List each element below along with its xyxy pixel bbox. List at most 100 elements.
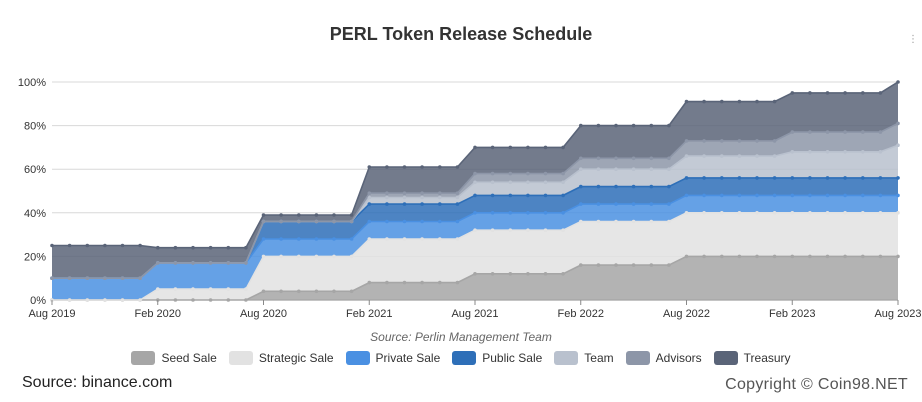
data-point-private-sale — [402, 219, 407, 224]
data-point-treasury — [861, 91, 865, 95]
data-point-strategic-sale — [667, 219, 671, 224]
legend-swatch — [228, 351, 253, 365]
data-point-seed-sale — [314, 289, 319, 294]
data-point-public-sale — [737, 176, 742, 180]
series-area-public-sale — [52, 177, 898, 279]
data-point-private-sale — [473, 211, 477, 215]
data-point-strategic-sale — [297, 254, 301, 259]
data-point-seed-sale — [684, 254, 689, 259]
data-point-public-sale — [631, 184, 636, 189]
legend-item[interactable]: Public Sale — [452, 351, 542, 365]
data-point-team — [402, 195, 407, 200]
legend-item[interactable]: Advisors — [625, 351, 702, 365]
legend-item[interactable]: Seed Sale — [131, 351, 217, 365]
data-point-private-sale — [667, 202, 671, 206]
legend-item[interactable]: Strategic Sale — [228, 351, 334, 365]
chart-title: PERL Token Release Schedule — [329, 24, 593, 44]
data-point-private-sale — [332, 237, 336, 241]
data-point-advisors — [473, 171, 477, 176]
data-point-seed-sale — [526, 272, 530, 276]
data-point-advisors — [173, 261, 178, 265]
data-point-team — [772, 154, 777, 158]
data-point-treasury — [173, 245, 178, 250]
data-point-private-sale — [843, 193, 847, 198]
data-point-advisors — [402, 191, 407, 195]
data-point-team — [455, 195, 460, 200]
data-point-seed-sale — [261, 289, 266, 294]
data-point-treasury — [67, 243, 72, 248]
data-point-team — [896, 143, 900, 147]
data-point-seed-sale — [367, 280, 372, 285]
data-point-treasury — [50, 243, 54, 248]
data-point-team — [473, 180, 477, 185]
data-point-treasury — [843, 91, 847, 95]
data-point-treasury — [402, 165, 407, 169]
data-point-public-sale — [702, 176, 706, 180]
data-point-private-sale — [702, 193, 706, 198]
data-point-strategic-sale — [526, 228, 530, 232]
data-point-strategic-sale — [896, 211, 900, 215]
data-point-strategic-sale — [332, 254, 336, 259]
x-tick-label: Aug 2019 — [28, 308, 75, 320]
y-tick-label: 40% — [24, 208, 46, 220]
chart-menu-icon[interactable]: ⋮ — [908, 34, 918, 45]
data-point-public-sale — [438, 202, 442, 206]
data-point-strategic-sale — [631, 219, 636, 224]
data-point-private-sale — [455, 219, 460, 224]
legend-item[interactable]: Private Sale — [345, 351, 441, 365]
data-point-advisors — [702, 139, 706, 143]
data-point-advisors — [297, 219, 301, 224]
data-point-treasury — [737, 99, 742, 104]
data-point-team — [861, 150, 865, 154]
data-point-team — [790, 150, 795, 154]
data-point-strategic-sale — [755, 211, 759, 215]
data-point-public-sale — [561, 193, 565, 198]
data-point-public-sale — [402, 202, 407, 206]
data-point-team — [843, 150, 847, 154]
data-point-public-sale — [896, 176, 900, 180]
data-point-advisors — [772, 139, 777, 143]
legend-swatch — [713, 351, 738, 365]
data-point-advisors — [490, 171, 495, 176]
legend-item[interactable]: Team — [554, 351, 614, 365]
data-point-advisors — [755, 139, 759, 143]
y-tick-label: 0% — [30, 295, 46, 307]
data-point-public-sale — [772, 176, 777, 180]
data-point-public-sale — [790, 176, 795, 180]
data-point-advisors — [332, 219, 336, 224]
data-point-advisors — [543, 171, 548, 176]
data-point-advisors — [120, 276, 125, 281]
data-point-public-sale — [861, 176, 865, 180]
y-tick-label: 100% — [18, 77, 46, 89]
data-point-treasury — [473, 145, 477, 150]
data-point-public-sale — [755, 176, 759, 180]
data-point-seed-sale — [455, 280, 460, 285]
data-point-advisors — [103, 276, 107, 281]
data-point-seed-sale — [332, 289, 336, 294]
data-point-team — [878, 150, 883, 154]
data-point-seed-sale — [349, 289, 354, 294]
data-point-team — [420, 195, 424, 200]
legend-label: Private Sale — [375, 351, 441, 365]
data-point-strategic-sale — [720, 211, 724, 215]
data-point-advisors — [526, 171, 530, 176]
data-point-advisors — [208, 261, 213, 265]
data-point-strategic-sale — [261, 254, 266, 259]
data-point-strategic-sale — [561, 228, 565, 232]
data-point-seed-sale — [737, 254, 742, 259]
data-point-public-sale — [543, 193, 548, 198]
x-tick-label: Aug 2022 — [663, 308, 710, 320]
data-point-strategic-sale — [772, 211, 777, 215]
data-point-seed-sale — [473, 272, 477, 276]
data-point-seed-sale — [191, 298, 195, 302]
data-point-advisors — [438, 191, 442, 195]
data-point-team — [684, 154, 689, 158]
data-point-strategic-sale — [156, 287, 160, 291]
legend-item[interactable]: Treasury — [713, 351, 791, 365]
data-point-treasury — [579, 123, 583, 128]
data-point-advisors — [561, 171, 565, 176]
data-point-private-sale — [596, 202, 601, 206]
data-point-treasury — [438, 165, 442, 169]
data-point-team — [667, 167, 671, 171]
data-point-advisors — [420, 191, 424, 195]
